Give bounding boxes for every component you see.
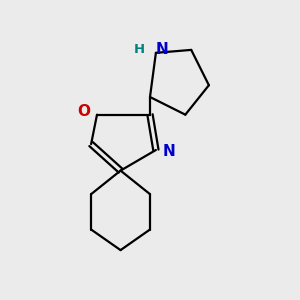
Text: N: N <box>155 42 168 57</box>
Text: N: N <box>163 144 175 159</box>
Text: H: H <box>134 44 145 56</box>
Text: O: O <box>77 104 90 119</box>
